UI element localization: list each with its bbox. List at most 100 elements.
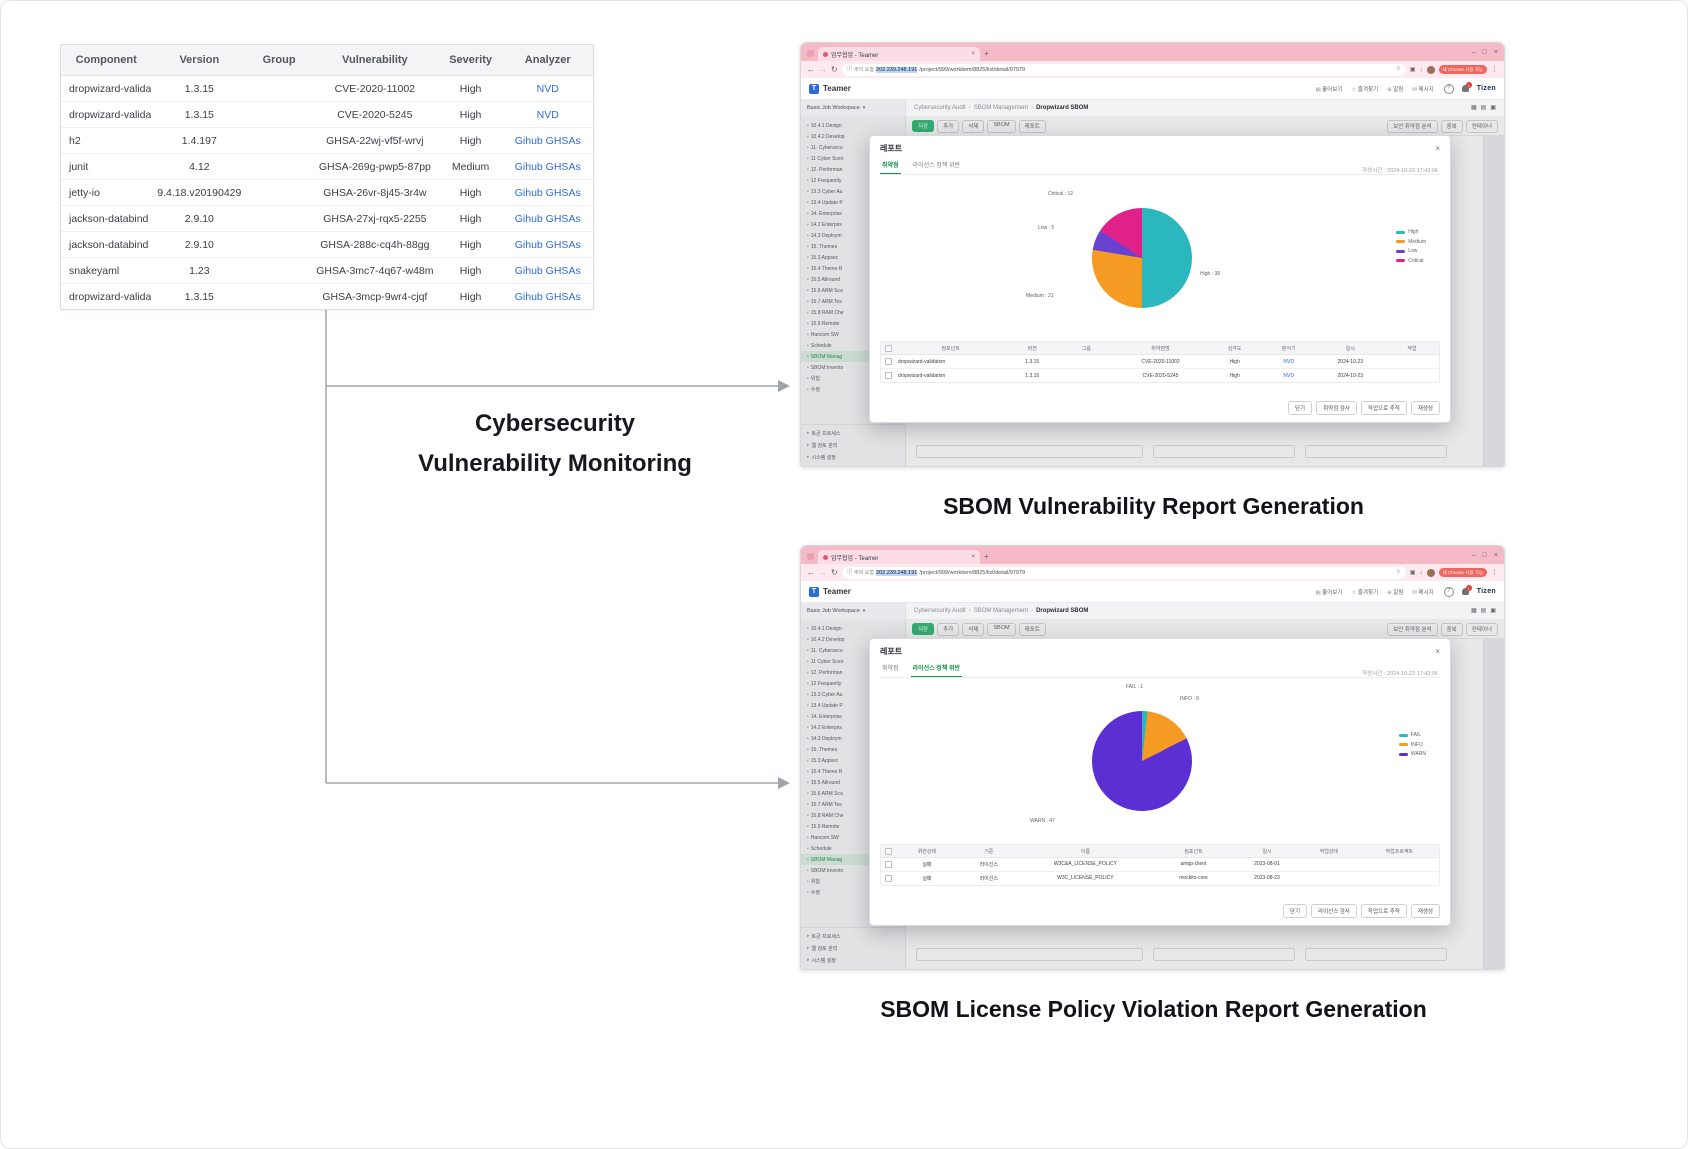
sidebar-footer-item[interactable]: 토큰 프로세스 — [801, 930, 905, 942]
modal-close-icon[interactable] — [1435, 145, 1440, 153]
toolbar-button[interactable]: 레포트 — [1018, 119, 1046, 133]
sidebar-item[interactable]: 15.5 Allround — [801, 777, 905, 788]
header-menu-item[interactable]: 알림 — [1387, 588, 1403, 596]
save-button[interactable]: 저장 — [912, 120, 935, 132]
form-field[interactable] — [1153, 948, 1295, 961]
header-menu-item[interactable]: 훑어보기 — [1315, 85, 1342, 93]
sidebar-item[interactable]: SBOM Invento — [801, 865, 905, 876]
toolbar-button[interactable]: 추가 — [937, 119, 960, 133]
browser-tab[interactable]: 업무협업 - Teamer — [818, 550, 980, 564]
header-menu-item[interactable]: 훑어보기 — [1315, 588, 1342, 596]
header-menu-item[interactable]: 즐겨찾기 — [1351, 85, 1378, 93]
sidebar-item[interactable]: Hancom SW — [801, 832, 905, 843]
table-row[interactable]: snakeyaml 1.23 GHSA-3mc7-4q67-w48m High … — [61, 258, 593, 284]
help-icon[interactable] — [1443, 586, 1454, 597]
breadcrumb-item[interactable]: Cybersecurity Audit — [914, 105, 966, 111]
sidebar-item[interactable]: 10.4.2 Develop — [801, 131, 905, 142]
notifications-bell-icon[interactable]: 1 — [1461, 585, 1472, 595]
sidebar-item[interactable]: 15.8 RAM Che — [801, 810, 905, 821]
sidebar-item[interactable]: 위험 — [801, 373, 905, 384]
site-info-icon[interactable] — [847, 570, 853, 576]
minimize-icon[interactable] — [1472, 49, 1476, 56]
analyzer-link[interactable]: NVD — [536, 108, 559, 121]
sidebar-item[interactable]: 14. Enterprise — [801, 711, 905, 722]
notifications-bell-icon[interactable]: 1 — [1461, 82, 1472, 92]
sidebar-footer-item[interactable]: 웹 검토 관리 — [801, 942, 905, 954]
toolbar-button[interactable]: 추가 — [937, 622, 960, 636]
sidebar-item[interactable]: 15.6 ARM Sca — [801, 285, 905, 296]
modal-button[interactable]: 작업으로 추적 — [1360, 401, 1407, 415]
table-row[interactable]: junit 4.12 GHSA-269g-pwp5-87pp Medium Gi… — [61, 154, 593, 180]
header-menu-item[interactable]: 메시지 — [1412, 85, 1434, 93]
table-row[interactable]: dropwizard-validation 1.3.15 GHSA-3mcp-9… — [61, 284, 593, 309]
sidebar-item[interactable]: 15.3 Appsec — [801, 252, 905, 263]
row-checkbox[interactable] — [885, 861, 892, 868]
tab-search-icon[interactable] — [807, 50, 814, 57]
sidebar-item[interactable]: 15.4 Theme R — [801, 263, 905, 274]
form-field[interactable] — [1305, 445, 1447, 458]
sidebar-item[interactable]: 15.7 ARM Tes — [801, 296, 905, 307]
header-menu-item[interactable]: 메시지 — [1412, 588, 1434, 596]
sidebar-item[interactable]: Hancom SW — [801, 329, 905, 340]
modal-button[interactable]: 재생성 — [1410, 904, 1440, 918]
workspace-selector[interactable]: Basic Job Workspace — [801, 603, 906, 619]
extensions-icon[interactable] — [1410, 570, 1416, 576]
toolbar-button[interactable]: 보안 취약점 분석 — [1387, 622, 1438, 636]
toolbar-button[interactable]: 레포트 — [1018, 622, 1046, 636]
legend-item[interactable]: High — [1396, 229, 1426, 235]
new-tab-icon[interactable] — [984, 553, 989, 561]
sidebar-item[interactable]: 14. Enterprise — [801, 208, 905, 219]
address-bar[interactable]: 주의 요함 202.239.248.191 /project/999/worki… — [841, 566, 1406, 579]
toolbar-button[interactable]: 컨테이너 — [1465, 119, 1498, 133]
table-row[interactable]: jackson-databind 2.9.10 GHSA-288c-cq4h-8… — [61, 232, 593, 258]
minimize-icon[interactable] — [1472, 552, 1476, 559]
sidebar-item[interactable]: 15.3 Appsec — [801, 755, 905, 766]
extensions-icon[interactable] — [1410, 67, 1416, 73]
modal-button[interactable]: 닫기 — [1282, 904, 1308, 918]
sidebar-item[interactable]: 15.7 ARM Tes — [801, 799, 905, 810]
modal-button[interactable]: 라이선스 검사 — [1311, 904, 1357, 918]
sidebar-footer-item[interactable]: 토큰 프로세스 — [801, 427, 905, 439]
sidebar-item[interactable]: 11 Cyber Scen — [801, 656, 905, 667]
sidebar-item[interactable]: 13.3 Cyber Au — [801, 689, 905, 700]
modal-button[interactable]: 작업으로 추적 — [1360, 904, 1407, 918]
toolbar-button[interactable]: 삭제 — [962, 622, 985, 636]
modal-tab[interactable]: 라이선스 정책 위반 — [910, 660, 963, 677]
sidebar-item[interactable]: 13.4 Update P — [801, 700, 905, 711]
legend-item[interactable]: Medium — [1396, 239, 1426, 245]
modal-button[interactable]: 닫기 — [1287, 401, 1313, 415]
board-view-icon[interactable] — [1490, 105, 1496, 111]
sidebar-item[interactable]: 14.3 Deploym — [801, 230, 905, 241]
table-row[interactable]: h2 1.4.197 GHSA-22wj-vf5f-wrvj High Gihu… — [61, 128, 593, 154]
sidebar-item[interactable]: 12 Frequently — [801, 678, 905, 689]
breadcrumb-item[interactable]: SBOM Management — [973, 105, 1029, 111]
modal-button[interactable]: 취약점 검사 — [1316, 401, 1357, 415]
toolbar-button[interactable]: 삭제 — [962, 119, 985, 133]
sidebar-item[interactable]: 14.2 Enterpris — [801, 722, 905, 733]
sidebar-item[interactable]: 10.4.1 Design — [801, 623, 905, 634]
sidebar-item[interactable]: 수정 — [801, 384, 905, 395]
form-field[interactable] — [916, 445, 1143, 458]
sidebar-footer-item[interactable]: 시스템 설정 — [801, 451, 905, 463]
breadcrumb-item[interactable]: Cybersecurity Audit — [914, 608, 966, 614]
toolbar-button[interactable]: SBOM — [987, 119, 1016, 133]
breadcrumb-item[interactable]: SBOM Management — [973, 608, 1029, 614]
sidebar-item[interactable]: 15. Themes — [801, 241, 905, 252]
close-window-icon[interactable] — [1494, 49, 1498, 56]
analyzer-link[interactable]: NVD — [536, 82, 559, 95]
sidebar-item[interactable]: SBOM Invento — [801, 362, 905, 373]
sidebar-item[interactable]: 12. Performan — [801, 164, 905, 175]
list-view-icon[interactable] — [1481, 608, 1487, 614]
sidebar-item[interactable]: 15. Themes — [801, 744, 905, 755]
table-row[interactable]: jackson-databind 2.9.10 GHSA-27xj-rqx5-2… — [61, 206, 593, 232]
tab-search-icon[interactable] — [807, 553, 814, 560]
select-all-checkbox[interactable] — [885, 344, 892, 352]
analyzer-link[interactable]: Gihub GHSAs — [514, 264, 581, 277]
sidebar-item[interactable]: 12. Performan — [801, 667, 905, 678]
table-row[interactable]: jetty-io 9.4.18.v20190429 GHSA-26vr-8j45… — [61, 180, 593, 206]
sidebar-item[interactable]: 15.9 Remote — [801, 318, 905, 329]
teamer-logo-icon[interactable] — [809, 83, 819, 94]
table-row[interactable]: dropwizard-validation 1.3.15 CVE-2020-11… — [61, 76, 593, 102]
chrome-update-chip[interactable]: 새 Chrome 사용 가능 — [1438, 568, 1487, 577]
forward-icon[interactable] — [819, 66, 827, 74]
